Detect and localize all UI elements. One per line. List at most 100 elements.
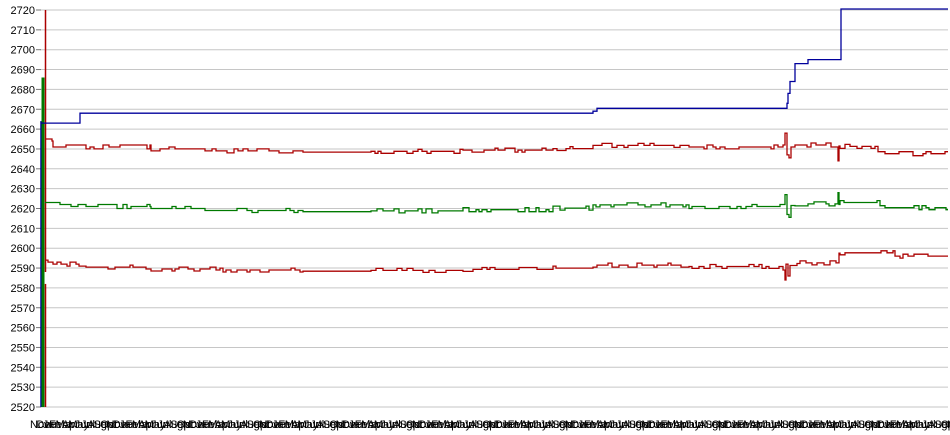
y-tick-label: 2520 [11, 402, 35, 414]
x-tick-label: Jan [348, 419, 366, 431]
x-tick-label: Sep [705, 419, 725, 431]
x-tick-label: Aug [240, 419, 260, 431]
x-tick-label: Apr [520, 419, 537, 431]
x-tick-label: Oct [864, 419, 881, 431]
x-tick-label: Apr [673, 419, 690, 431]
x-tick-label: Jul [463, 419, 477, 431]
x-tick-label: May [832, 419, 853, 431]
y-tick-label: 2620 [11, 204, 35, 216]
x-tick-label: Apr [138, 419, 155, 431]
x-tick-label: Mar [667, 419, 686, 431]
x-tick-label: Oct [253, 419, 270, 431]
x-tick-label: Apr [368, 419, 385, 431]
x-tick-label: Aug [851, 419, 871, 431]
x-tick-label: Oct [788, 419, 805, 431]
x-tick-label: Oct [406, 419, 423, 431]
y-tick-label: 2560 [11, 323, 35, 335]
y-tick-label: 2530 [11, 382, 35, 394]
x-tick-label: Mar [514, 419, 533, 431]
x-tick-label: Mar [208, 419, 227, 431]
x-tick-label: Jan [807, 419, 825, 431]
x-tick-label: Jan [196, 419, 214, 431]
x-tick-label: Sep [247, 419, 267, 431]
x-tick-label: Feb [355, 419, 374, 431]
x-tick-label: Oct [635, 419, 652, 431]
x-tick-label: Feb [202, 419, 221, 431]
y-tick-label: 2540 [11, 362, 35, 374]
x-tick-label: Jul [769, 419, 783, 431]
x-tick-label: Nov [183, 419, 203, 431]
x-tick-label: Nov [565, 419, 585, 431]
x-tick-label: Jul [157, 419, 171, 431]
x-tick-label: Feb [584, 419, 603, 431]
x-tick-label: Jun [609, 419, 627, 431]
x-tick-label: Feb [278, 419, 297, 431]
x-tick-label: Dec [36, 419, 56, 431]
x-tick-label: Dec [495, 419, 515, 431]
x-tick-label: Apr [902, 419, 919, 431]
x-tick-label: Oct [329, 419, 346, 431]
y-tick-label: 2600 [11, 243, 35, 255]
x-tick-label: Dec [113, 419, 133, 431]
x-tick-label: Jun [75, 419, 93, 431]
x-tick-label: Jul [616, 419, 630, 431]
x-tick-label: Sep [476, 419, 496, 431]
x-tick-label: Jul [692, 419, 706, 431]
x-tick-label: Nov [641, 419, 661, 431]
x-tick-label: Nov [412, 419, 432, 431]
x-tick-label: Jul [81, 419, 95, 431]
x-tick-label: Nov [947, 419, 950, 431]
y-tick-label: 2710 [11, 25, 35, 37]
x-tick-label: Jun [686, 419, 704, 431]
x-tick-label: May [374, 419, 395, 431]
x-tick-label: Sep [781, 419, 801, 431]
y-tick-label: 2650 [11, 144, 35, 156]
x-tick-label: Feb [660, 419, 679, 431]
x-tick-label: Oct [559, 419, 576, 431]
x-tick-label: Nov [871, 419, 891, 431]
x-tick-label: Dec [266, 419, 286, 431]
x-tick-label: Mar [896, 419, 915, 431]
x-tick-label: Feb [813, 419, 832, 431]
x-tick-label: Dec [724, 419, 744, 431]
x-tick-label: Aug [775, 419, 795, 431]
x-tick-label: May [297, 419, 318, 431]
x-tick-label: Dec [571, 419, 591, 431]
x-tick-label: Apr [215, 419, 232, 431]
x-tick-label: Mar [285, 419, 304, 431]
x-tick-label: Dec [418, 419, 438, 431]
x-tick-label: May [603, 419, 624, 431]
y-tick-label: 2640 [11, 164, 35, 176]
x-tick-label: May [68, 419, 89, 431]
y-tick-label: 2690 [11, 65, 35, 77]
x-tick-label: Oct [100, 419, 117, 431]
x-tick-label: Sep [858, 419, 878, 431]
x-tick-label: Apr [444, 419, 461, 431]
x-tick-label: Jan [425, 419, 443, 431]
x-tick-label: May [909, 419, 930, 431]
y-tick-label: 2590 [11, 263, 35, 275]
y-tick-label: 2660 [11, 124, 35, 136]
x-tick-label: Sep [323, 419, 343, 431]
x-tick-label: Aug [393, 419, 413, 431]
x-tick-label: Dec [801, 419, 821, 431]
x-tick-label: Sep [934, 419, 950, 431]
x-tick-label: Mar [132, 419, 151, 431]
y-tick-label: 2700 [11, 45, 35, 57]
x-tick-label: Mar [55, 419, 74, 431]
x-tick-label: Apr [291, 419, 308, 431]
x-tick-label: Oct [711, 419, 728, 431]
x-tick-label: Feb [508, 419, 527, 431]
y-tick-label: 2720 [11, 5, 35, 17]
x-tick-label: Nov [259, 419, 279, 431]
x-tick-label: Jan [119, 419, 137, 431]
x-tick-label: Jan [730, 419, 748, 431]
x-tick-label: Aug [469, 419, 489, 431]
x-tick-label: Apr [597, 419, 614, 431]
x-tick-label: Mar [820, 419, 839, 431]
x-tick-label: Jun [227, 419, 245, 431]
x-tick-label: Jan [272, 419, 290, 431]
red-upper-line [45, 132, 948, 162]
x-tick-label: Jun [915, 419, 933, 431]
